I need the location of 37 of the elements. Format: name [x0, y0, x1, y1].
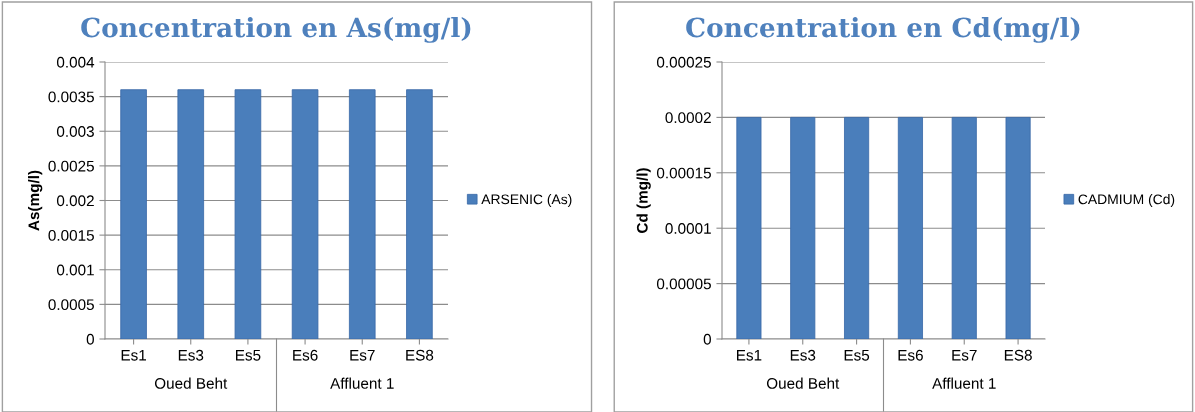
text: Oued Beht	[154, 377, 228, 389]
x-tick-label: Es5	[236, 349, 261, 361]
x-tick-label: ES8	[1004, 349, 1032, 361]
legend-label: CADMIUM (Cd)	[1078, 194, 1175, 207]
x-tick-label: Es7	[952, 349, 977, 361]
y-tick-label: 0.0005	[48, 299, 94, 311]
y-tick-label: 0	[703, 333, 711, 345]
y-tick-label: 0.002	[56, 195, 94, 207]
text: Affluent 1	[330, 377, 394, 389]
x-tick-label: Es6	[293, 349, 318, 361]
x-tick-label: Es1	[737, 349, 762, 361]
x-tick-label: Es5	[844, 349, 870, 361]
y-tick-label: 0.0002	[665, 112, 711, 124]
x-tick-label: Es1	[121, 349, 146, 361]
x-tick-label: ES8	[406, 349, 434, 361]
y-tick-label: 0.00025	[656, 56, 711, 68]
y-tick-label: 0.0001	[665, 223, 711, 234]
text: Oued Beht	[766, 377, 840, 389]
chart-title: Concentration en As(mg/l)	[81, 16, 471, 43]
y-tick-label: 0.0035	[48, 91, 94, 103]
text: Affluent 1	[932, 377, 996, 389]
y-tick-label: 0.0025	[48, 160, 94, 172]
y-tick-label: 0.004	[56, 56, 95, 68]
y-tick-label: 0.00005	[656, 278, 711, 290]
y-tick-label: 0.00015	[656, 167, 711, 179]
y-tick-label: 0.003	[56, 126, 94, 137]
x-tick-label: Es3	[178, 349, 204, 361]
y-axis-title: Cd (mg/l)	[636, 168, 651, 233]
y-axis-title: As(mg/l)	[28, 170, 43, 231]
x-tick-label: Es6	[898, 349, 923, 361]
x-tick-label: Es7	[350, 349, 375, 361]
chart-title: Concentration en Cd(mg/l)	[686, 16, 1080, 43]
x-tick-label: Es3	[790, 349, 816, 361]
y-tick-label: 0.001	[56, 264, 94, 276]
y-tick-label: 0	[86, 333, 94, 345]
y-tick-label: 0.0015	[48, 229, 94, 241]
legend-label: ARSENIC (As)	[481, 194, 572, 207]
